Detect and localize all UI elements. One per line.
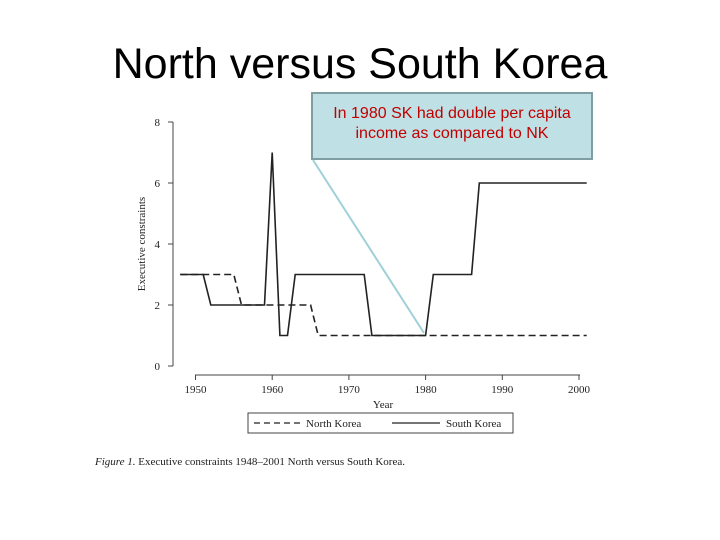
annotation-callout: In 1980 SK had double per capita income … (311, 92, 593, 160)
x-axis-label: Year (373, 399, 394, 411)
series-layer (180, 152, 587, 337)
x-tick-label: 1980 (415, 384, 438, 396)
y-tick-label: 6 (155, 178, 161, 190)
x-tick-label: 1960 (261, 384, 284, 396)
figure-caption-label: Figure 1. (95, 456, 136, 468)
figure-caption: Figure 1. Executive constraints 1948–200… (95, 456, 405, 468)
legend-label-south-korea: South Korea (446, 418, 501, 430)
y-tick-label: 0 (155, 361, 161, 373)
x-tick-label: 2000 (568, 384, 591, 396)
legend-label-north-korea: North Korea (306, 418, 361, 430)
series-line-south-korea (180, 152, 587, 337)
y-axis-label: Executive constraints (136, 197, 148, 291)
x-tick-label: 1990 (491, 384, 514, 396)
callout-line-2: income as compared to NK (355, 125, 549, 142)
legend: North Korea South Korea (247, 412, 514, 434)
y-ticks: 0 2 4 6 8 (155, 117, 173, 373)
legend-box (247, 412, 514, 434)
slide-title: North versus South Korea (112, 40, 608, 88)
x-tick-label: 1970 (338, 384, 361, 396)
y-tick-label: 8 (155, 117, 161, 129)
x-tick-label: 1950 (185, 384, 208, 396)
callout-line-1: In 1980 SK had double per capita (333, 105, 571, 122)
y-tick-label: 2 (155, 300, 161, 312)
y-tick-label: 4 (155, 239, 161, 251)
figure-caption-text: Executive constraints 1948–2001 North ve… (138, 456, 405, 468)
series-line-north-korea (180, 273, 587, 337)
x-ticks: 1950 1960 1970 1980 1990 2000 (185, 375, 591, 396)
callout-pointer (312, 159, 425, 334)
